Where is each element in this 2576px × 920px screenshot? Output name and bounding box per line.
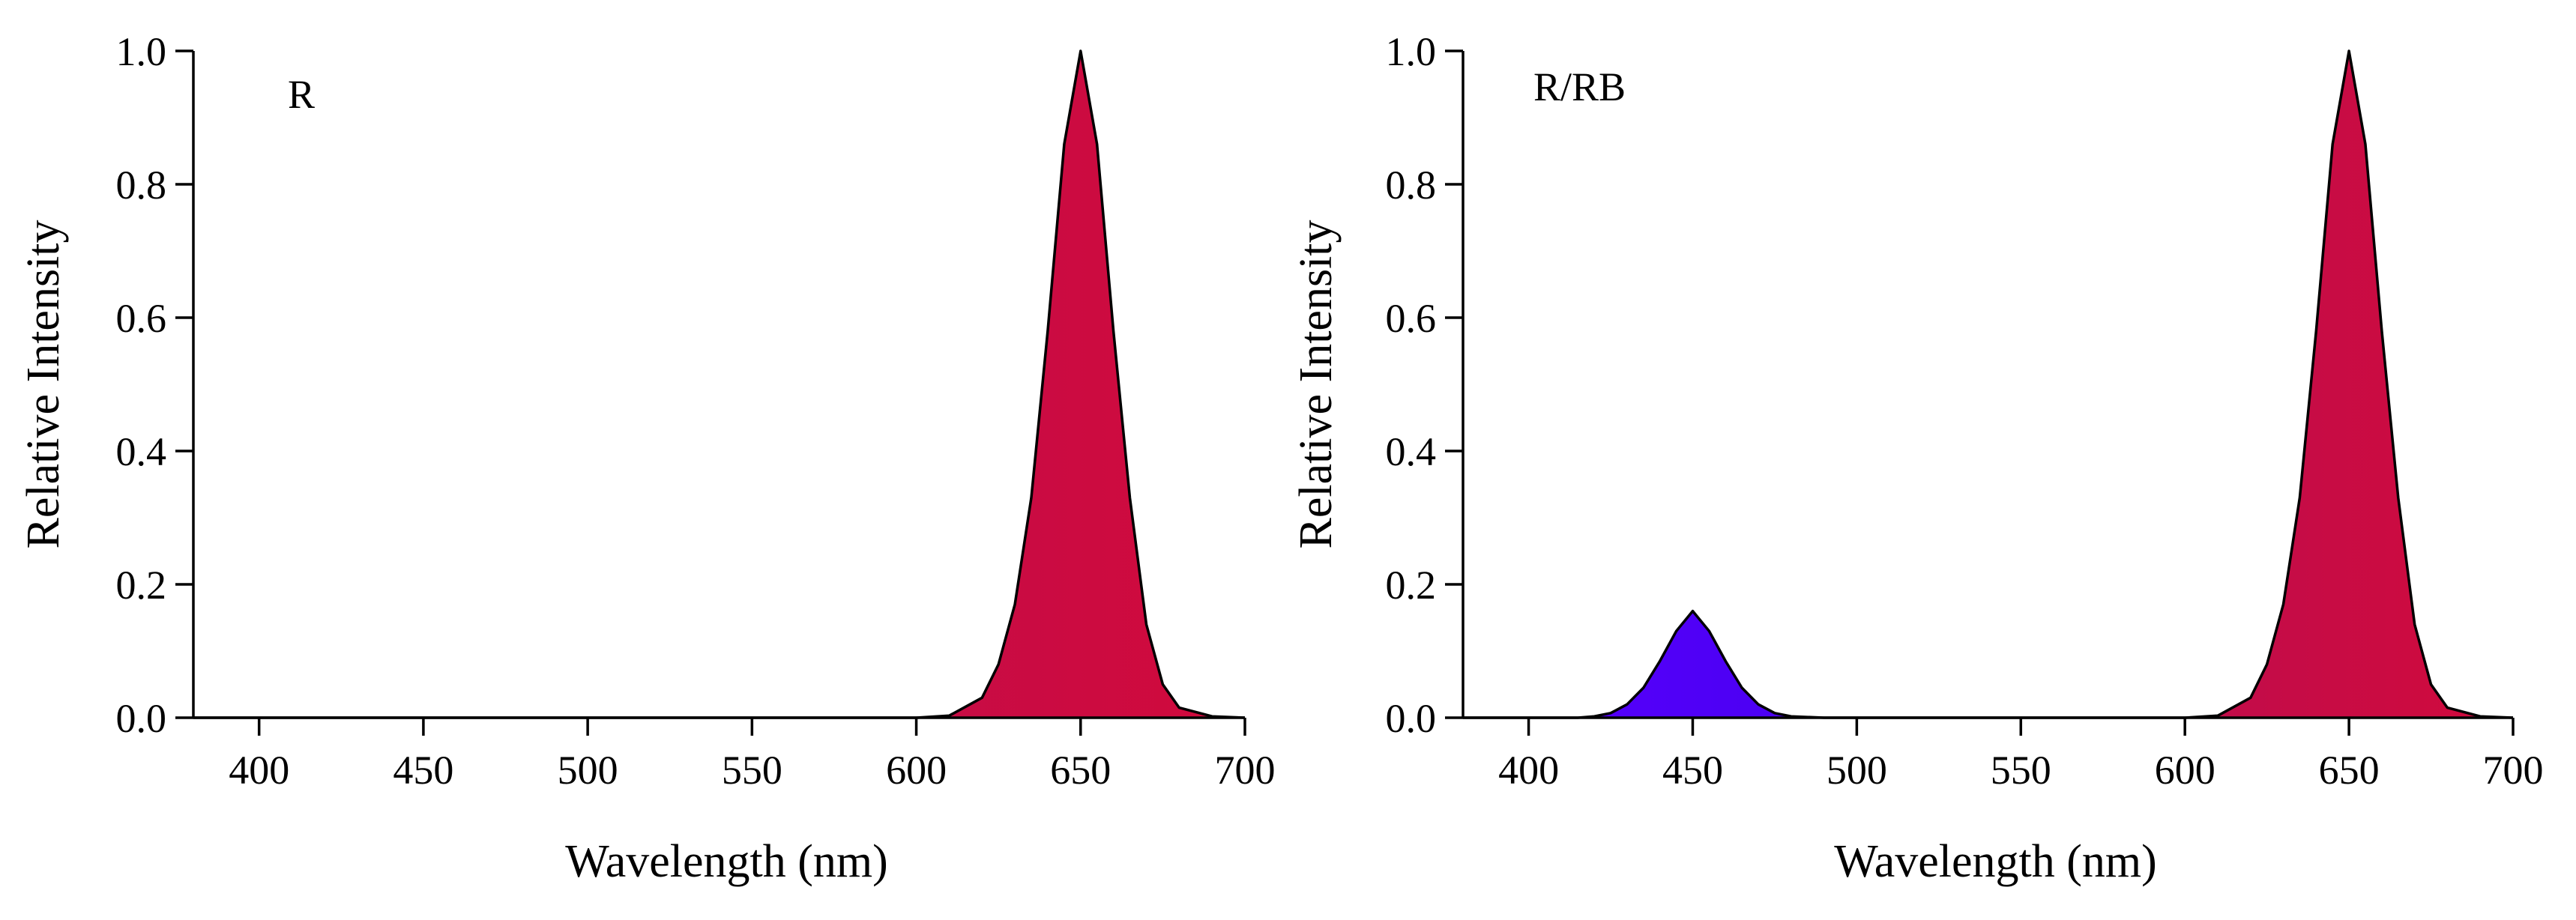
x-tick-label: 500 [1827, 748, 1887, 793]
spectrum-line-1 [1463, 609, 1857, 719]
x-tick-label: 550 [722, 748, 782, 793]
y-tick-label: 1.0 [1386, 29, 1437, 74]
chart-panel-r: 400 450 500 550 600 650 700 0.0 0.2 0.4 0.6 0.8 1.0 W… [18, 29, 1276, 887]
chart-panel-r-rb: 400 450 500 550 600 650 700 0.0 0.2 0.4 0.6 0.8 1.0 W… [1291, 29, 2544, 887]
x-tick-label: 700 [1215, 748, 1276, 793]
x-axis-title: Wavelength (nm) [565, 836, 888, 887]
spectrum-area-2 [1856, 51, 2513, 718]
x-tick-label: 650 [1050, 748, 1111, 793]
x-tick-label: 400 [229, 748, 289, 793]
x-tick-label: 600 [2155, 748, 2215, 793]
x-tick-label: 400 [1498, 748, 1559, 793]
x-tick-label: 500 [558, 748, 618, 793]
y-tick-label: 0.0 [116, 696, 167, 741]
y-tick-label: 0.2 [116, 563, 167, 608]
y-tick-label: 0.6 [1386, 296, 1437, 341]
y-axis-title: Relative Intensity [18, 220, 69, 548]
x-tick-label: 700 [2483, 748, 2544, 793]
y-tick-label: 0.8 [1386, 163, 1437, 208]
x-tick-label: 450 [393, 748, 453, 793]
y-tick-label: 0.2 [1386, 563, 1437, 608]
spectrum-area-1 [1463, 611, 1857, 718]
y-tick-label: 0.6 [116, 296, 167, 341]
y-tick-label: 0.4 [116, 429, 167, 474]
y-tick-label: 0.0 [1386, 696, 1437, 741]
x-tick-label: 550 [1991, 748, 2051, 793]
x-tick-label: 450 [1662, 748, 1723, 793]
panel-label: R/RB [1533, 64, 1626, 109]
spectrum-line-2 [1856, 49, 2514, 719]
x-tick-label: 650 [2319, 748, 2380, 793]
y-tick-label: 0.8 [116, 163, 167, 208]
y-tick-label: 1.0 [116, 29, 167, 74]
panel-label: R [288, 72, 315, 117]
y-axis-title: Relative Intensity [1291, 220, 1342, 548]
spectrum-line-1 [193, 49, 1246, 719]
y-tick-label: 0.4 [1386, 429, 1437, 474]
x-tick-label: 600 [886, 748, 947, 793]
spectrum-area-1 [193, 51, 1245, 718]
x-axis-title: Wavelength (nm) [1834, 836, 2157, 887]
